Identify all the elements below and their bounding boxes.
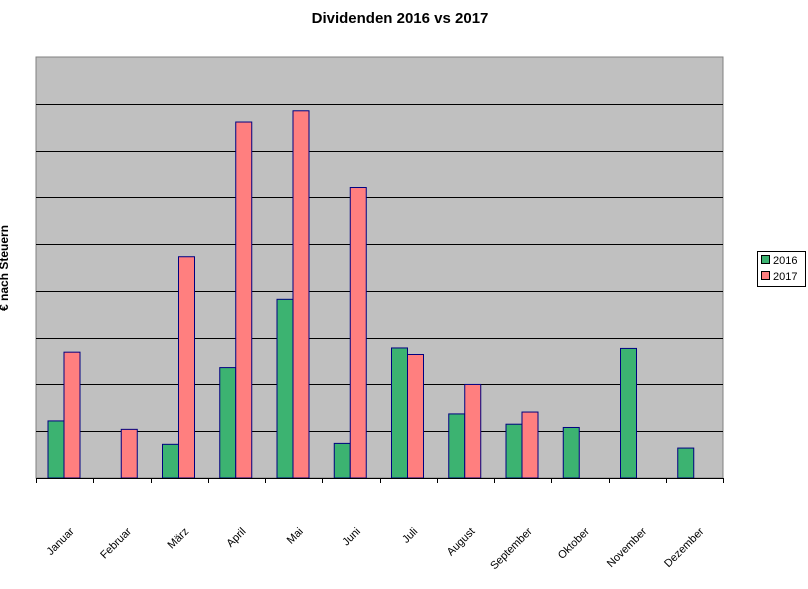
bar-2017-april — [235, 121, 253, 479]
legend: 2016 2017 — [757, 251, 806, 287]
legend-label-2017: 2017 — [773, 271, 798, 283]
legend-item-2016: 2016 — [761, 254, 797, 268]
x-tick-label-november: November — [605, 525, 650, 570]
x-tick-label-juni: Juni — [340, 526, 363, 549]
legend-swatch-2016 — [761, 255, 770, 264]
bar-2017-september — [521, 411, 539, 479]
legend-swatch-2017 — [761, 271, 770, 280]
x-tick-label-märz: März — [165, 526, 191, 552]
bar-2017-mai — [292, 110, 310, 479]
bar-2016-dezember — [677, 447, 695, 479]
x-tick-label-mai: Mai — [285, 526, 306, 547]
x-tick-label-juli: Juli — [400, 526, 420, 546]
x-tick-label-februar: Februar — [98, 525, 134, 561]
bar-2016-september — [505, 423, 523, 479]
x-tick-label-april: April — [224, 526, 248, 550]
bar-2017-juni — [349, 187, 367, 479]
bar-2016-juni — [333, 442, 351, 479]
x-tick-label-oktober: Oktober — [556, 525, 592, 561]
bar-2017-august — [464, 383, 482, 479]
chart-title: Dividenden 2016 vs 2017 — [311, 10, 489, 27]
bar-2016-januar — [47, 420, 65, 479]
bar-2016-april — [219, 367, 237, 479]
plot-area — [35, 56, 724, 479]
bar-2017-januar — [63, 351, 81, 479]
bar-2016-november — [620, 347, 637, 479]
bar-2016-juli — [391, 347, 408, 479]
bar-2017-februar — [120, 428, 138, 479]
x-tick-label-august: August — [445, 526, 478, 559]
legend-label-2016: 2016 — [773, 255, 798, 267]
x-tick-label-januar: Januar — [44, 525, 77, 558]
bar-2016-august — [448, 413, 466, 479]
bar-2016-märz — [162, 443, 179, 479]
bar-2017-märz — [178, 256, 195, 479]
x-tick-label-dezember: Dezember — [662, 525, 707, 570]
bar-2016-oktober — [562, 426, 580, 479]
x-tick-label-september: September — [488, 525, 535, 572]
bar-2017-juli — [407, 354, 424, 479]
legend-item-2017: 2017 — [761, 270, 797, 284]
bar-2016-mai — [276, 298, 294, 479]
